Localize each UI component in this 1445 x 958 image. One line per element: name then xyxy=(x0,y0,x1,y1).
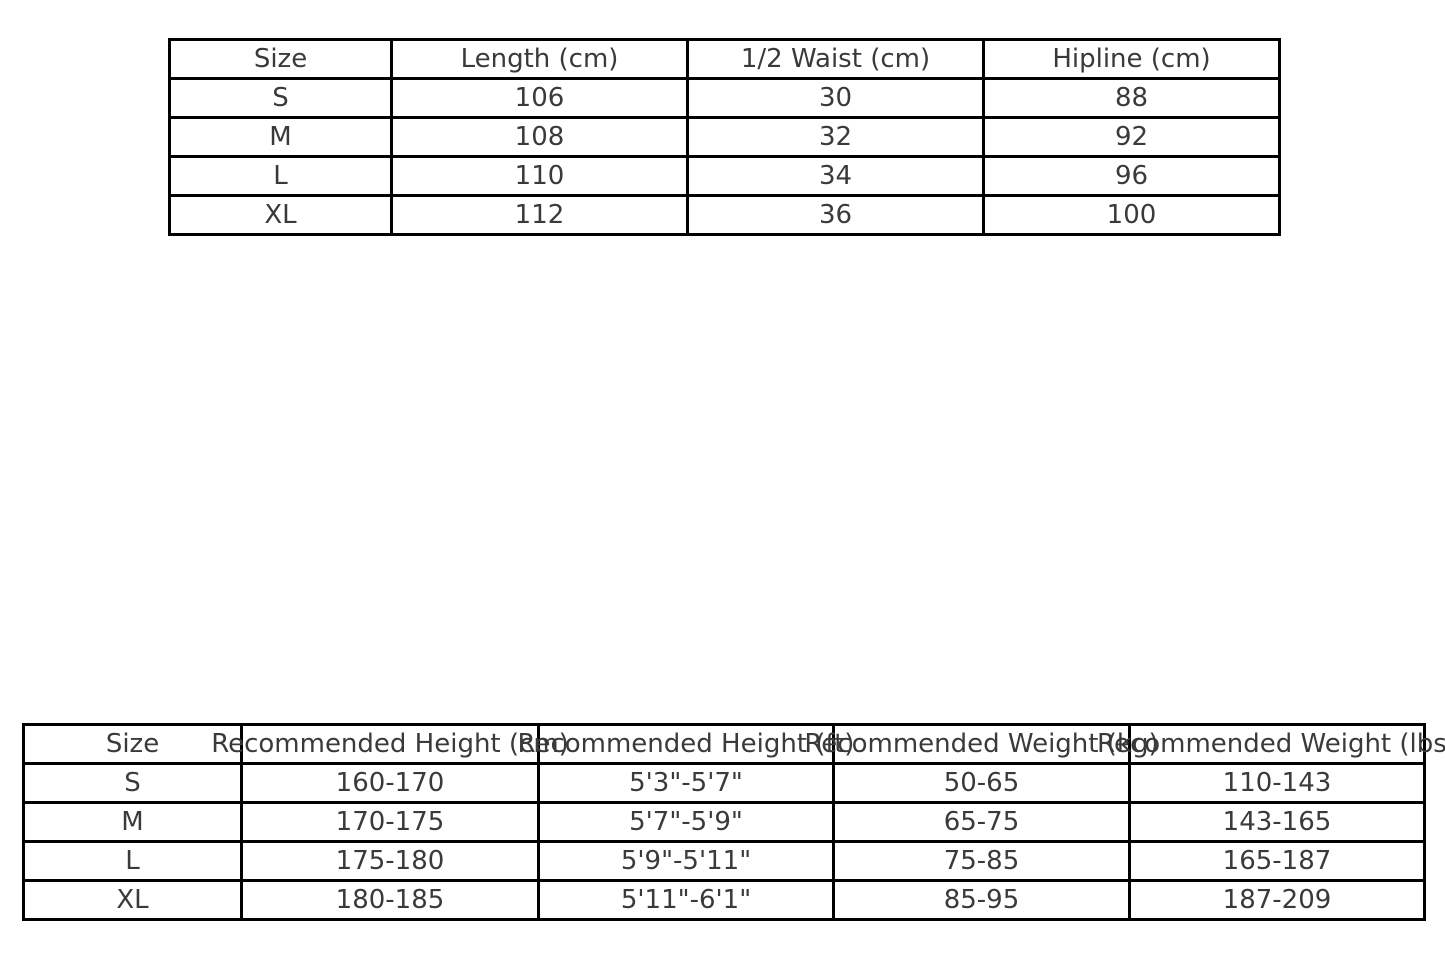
cell-height-cm: 160-170 xyxy=(240,762,540,804)
column-header-size-label: Size xyxy=(105,729,160,759)
cell-weight-lbs: 110-143 xyxy=(1128,762,1426,804)
cell-size: L xyxy=(168,155,393,197)
cell-height-cm: 180-185 xyxy=(240,879,540,921)
cell-weight-kg: 85-95 xyxy=(832,879,1131,921)
size-recommendation-table: Size Recommended Height (cm) Recommended… xyxy=(22,723,1445,921)
header-row: Size Recommended Height (cm) Recommended… xyxy=(22,723,1445,765)
column-header-recommended-height-cm: Recommended Height (cm) xyxy=(211,723,569,765)
garment-measurements-table: Size Length (cm) 1/2 Waist (cm) Hipline … xyxy=(168,38,1281,236)
cell-half-waist: 32 xyxy=(686,116,985,158)
column-header-recommended-height-cm-label: Recommended Height (cm) xyxy=(211,729,569,759)
cell-height-ft: 5'7"-5'9" xyxy=(537,801,835,843)
column-header-recommended-weight-kg: Recommended Weight (kg) xyxy=(804,723,1159,765)
column-header-length-cm: Length (cm) xyxy=(390,38,689,80)
column-header-recommended-height-ft: Recommended Height (ft) xyxy=(518,723,854,765)
cell-length: 110 xyxy=(390,155,689,197)
cell-hipline: 92 xyxy=(982,116,1281,158)
column-header-recommended-weight-lbs-label: Recommended Weight (lbs) xyxy=(1097,729,1445,759)
cell-half-waist: 30 xyxy=(686,77,985,119)
table-row-l: L 110 34 96 xyxy=(168,155,1281,197)
table-row-s: S 160-170 5'3"-5'7" 50-65 110-143 xyxy=(22,762,1426,804)
cell-height-ft: 5'11"-6'1" xyxy=(537,879,835,921)
table-row-m: M 108 32 92 xyxy=(168,116,1281,158)
cell-length: 108 xyxy=(390,116,689,158)
column-header-hipline-cm: Hipline (cm) xyxy=(982,38,1281,80)
column-header-recommended-height-ft-label: Recommended Height (ft) xyxy=(517,729,855,759)
header-row: Size Length (cm) 1/2 Waist (cm) Hipline … xyxy=(168,38,1281,80)
table-row-s: S 106 30 88 xyxy=(168,77,1281,119)
cell-height-cm: 170-175 xyxy=(240,801,540,843)
cell-size: XL xyxy=(22,879,243,921)
cell-size: M xyxy=(168,116,393,158)
cell-weight-lbs: 187-209 xyxy=(1128,879,1426,921)
cell-height-cm: 175-180 xyxy=(240,840,540,882)
column-header-recommended-weight-kg-label: Recommended Weight (kg) xyxy=(804,729,1159,759)
cell-hipline: 96 xyxy=(982,155,1281,197)
table-row-xl: XL 112 36 100 xyxy=(168,194,1281,236)
cell-size: M xyxy=(22,801,243,843)
table-row-xl: XL 180-185 5'11"-6'1" 85-95 187-209 xyxy=(22,879,1426,921)
cell-weight-kg: 75-85 xyxy=(832,840,1131,882)
cell-height-ft: 5'9"-5'11" xyxy=(537,840,835,882)
cell-half-waist: 36 xyxy=(686,194,985,236)
cell-size: L xyxy=(22,840,243,882)
cell-half-waist: 34 xyxy=(686,155,985,197)
cell-weight-lbs: 165-187 xyxy=(1128,840,1426,882)
cell-hipline: 100 xyxy=(982,194,1281,236)
cell-hipline: 88 xyxy=(982,77,1281,119)
cell-size: S xyxy=(22,762,243,804)
column-header-size: Size xyxy=(168,38,393,80)
cell-weight-kg: 65-75 xyxy=(832,801,1131,843)
cell-size: S xyxy=(168,77,393,119)
cell-weight-lbs: 143-165 xyxy=(1128,801,1426,843)
column-header-recommended-weight-lbs: Recommended Weight (lbs) xyxy=(1097,723,1445,765)
cell-length: 112 xyxy=(390,194,689,236)
table-row-m: M 170-175 5'7"-5'9" 65-75 143-165 xyxy=(22,801,1426,843)
cell-height-ft: 5'3"-5'7" xyxy=(537,762,835,804)
cell-weight-kg: 50-65 xyxy=(832,762,1131,804)
table-row-l: L 175-180 5'9"-5'11" 75-85 165-187 xyxy=(22,840,1426,882)
cell-length: 106 xyxy=(390,77,689,119)
column-header-size: Size xyxy=(22,723,243,765)
column-header-half-waist-cm: 1/2 Waist (cm) xyxy=(686,38,985,80)
cell-size: XL xyxy=(168,194,393,236)
